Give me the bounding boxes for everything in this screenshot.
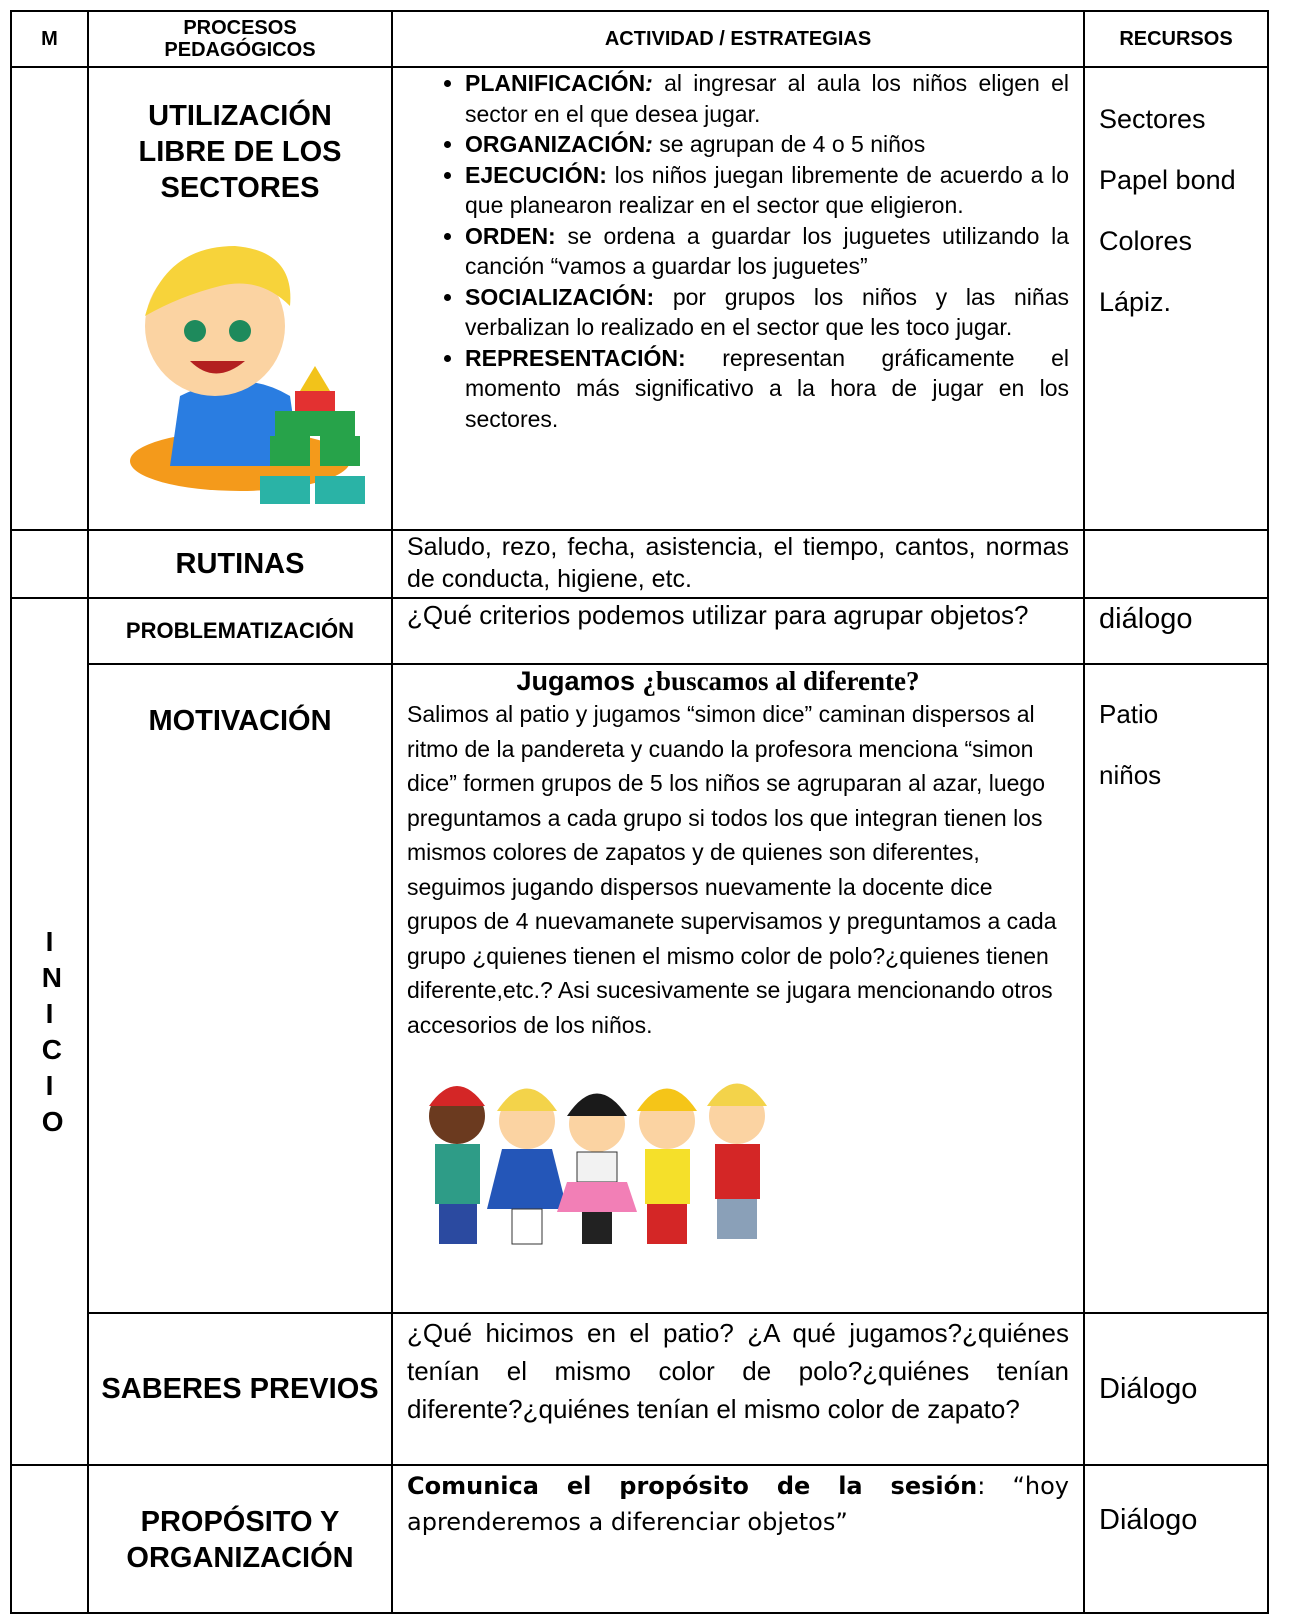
row: INICIO PROBLEMATIZACIÓN ¿Qué criterios p… [10, 597, 1269, 1466]
activity-item: REPRESENTACIÓN: representan gráficamente… [465, 343, 1069, 435]
resource: Lápiz. [1099, 287, 1172, 317]
moment-cell [10, 529, 89, 599]
moment-label: INICIO [41, 925, 64, 1137]
moment-cell: INICIO [10, 597, 89, 1466]
activity-label: SOCIALIZACIÓN: [465, 283, 655, 310]
activity-text: se agrupan de 4 o 5 niños [652, 131, 926, 157]
activity-label: EJECUCIÓN: [465, 161, 607, 188]
session-table: M PROCESOS PEDAGÓGICOS ACTIVIDAD / ESTRA… [10, 10, 1269, 1614]
process-cell: MOTIVACIÓN [87, 663, 393, 1314]
header-cell: ACTIVIDAD / ESTRATEGIAS [391, 10, 1085, 68]
row: RUTINAS Saludo, rezo, fecha, asistencia,… [10, 529, 1269, 599]
activity-text: se ordena a guardar los juguetes utiliza… [465, 222, 1069, 280]
resources-cell: diálogo [1083, 597, 1269, 665]
process-label: PROPÓSITO Y ORGANIZACIÓN [126, 1506, 354, 1574]
resources-cell: Diálogo [1083, 1464, 1269, 1614]
activity-text: al ingresar al aula los niños eligen el … [465, 70, 1069, 127]
resources-cell: Sectores Papel bond Colores Lápiz. [1083, 66, 1269, 531]
process-cell: PROPÓSITO Y ORGANIZACIÓN [87, 1464, 393, 1614]
moment-cell [10, 66, 89, 531]
resource: niños [1099, 760, 1162, 790]
activity-text: representan gráficamente el momento más … [465, 344, 1069, 432]
activity-label: REPRESENTACIÓN: [465, 344, 686, 371]
row: UTILIZACIÓN LIBRE DE LOS SECTORES PLANIF… [10, 66, 1269, 531]
process-label: SABERES PREVIOS [87, 1312, 393, 1466]
resource: Papel bond [1099, 165, 1236, 195]
heading-part: Jugamos [516, 666, 636, 696]
moment-cell [10, 1464, 89, 1614]
activity-item: EJECUCIÓN: los niños juegan libremente d… [465, 160, 1069, 221]
activity-heading: Jugamos ¿buscamos al diferente? [407, 665, 1069, 697]
resource: Patio [1099, 699, 1159, 729]
activity-separator: : [645, 131, 653, 157]
heading-part: ¿buscamos al diferente? [642, 666, 920, 696]
row: MOTIVACIÓN Jugamos ¿buscamos al diferent… [11, 663, 1269, 1314]
activity-text: Saludo, rezo, fecha, asistencia, el tiem… [391, 529, 1085, 599]
process-cell: UTILIZACIÓN LIBRE DE LOS SECTORES [87, 66, 393, 531]
activity-text: Salimos al patio y jugamos “simon dice” … [407, 701, 1057, 1038]
activity-text: ¿Qué hicimos en el patio? ¿A qué jugamos… [391, 1312, 1085, 1466]
process-label: RUTINAS [87, 529, 393, 599]
activity-label: PLANIFICACIÓN [465, 70, 646, 96]
header-cell: M [10, 10, 89, 68]
activity-separator: : [645, 70, 653, 96]
activity-item: ORDEN: se ordena a guardar los juguetes … [465, 221, 1069, 282]
activity-item: ORGANIZACIÓN: se agrupan de 4 o 5 niños [465, 129, 1069, 160]
activity-item: PLANIFICACIÓN: al ingresar al aula los n… [465, 68, 1069, 129]
activity-text: : “hoy aprenderemos a diferenciar objeto… [407, 1472, 1069, 1536]
resource: Diálogo [1099, 1504, 1198, 1536]
activity-text: ¿Qué criterios podemos utilizar para agr… [391, 597, 1085, 665]
activity-item: SOCIALIZACIÓN: por grupos los niños y la… [465, 282, 1069, 343]
activity-text: por grupos los niños y las niñas verbali… [465, 283, 1069, 341]
row: SABERES PREVIOS ¿Qué hicimos en el patio… [11, 1312, 1269, 1466]
header-cell: RECURSOS [1083, 10, 1269, 68]
child-illustration [130, 246, 365, 504]
header-row: M PROCESOS PEDAGÓGICOS ACTIVIDAD / ESTRA… [10, 10, 1269, 68]
resource: diálogo [1099, 603, 1193, 635]
activity-text: los niños juegan libremente de acuerdo a… [465, 161, 1069, 219]
process-label: UTILIZACIÓN LIBRE DE LOS SECTORES [138, 100, 342, 204]
resource: Colores [1099, 226, 1193, 256]
activity-label: ORGANIZACIÓN [465, 131, 646, 157]
children-illustration [429, 1083, 767, 1245]
resources-cell [1083, 529, 1269, 599]
activity-cell: Jugamos ¿buscamos al diferente? Salimos … [391, 663, 1085, 1314]
activity-label: Comunica el propósito de la sesión [407, 1472, 978, 1500]
header-cell: PROCESOS PEDAGÓGICOS [87, 10, 393, 68]
activity-list: PLANIFICACIÓN: al ingresar al aula los n… [407, 68, 1069, 434]
resources-cell: Patio niños [1083, 663, 1269, 1314]
resources-cell: Diálogo [1083, 1312, 1269, 1466]
activity-label: ORDEN: [465, 222, 556, 249]
process-label: MOTIVACIÓN [148, 705, 332, 737]
resource: Diálogo [1099, 1372, 1198, 1405]
row: PROPÓSITO Y ORGANIZACIÓN Comunica el pro… [10, 1464, 1269, 1614]
activity-cell: PLANIFICACIÓN: al ingresar al aula los n… [391, 66, 1085, 531]
process-label: PROBLEMATIZACIÓN [87, 597, 393, 665]
activity-cell: Comunica el propósito de la sesión: “hoy… [391, 1464, 1085, 1614]
resource: Sectores [1099, 104, 1206, 134]
